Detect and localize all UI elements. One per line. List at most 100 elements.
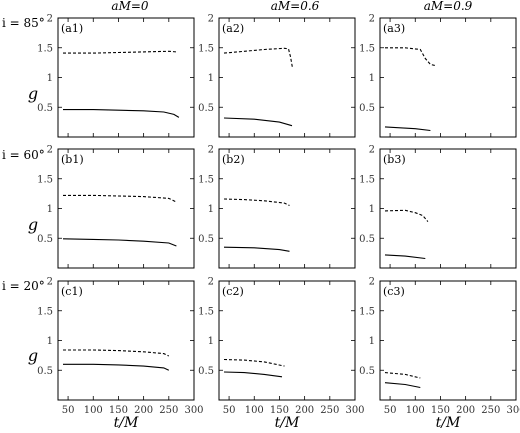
x-tick-label: 100 <box>84 405 103 416</box>
panel: 0.5 1 1.5 2 (a2) <box>198 14 356 138</box>
panel-label: (a2) <box>222 22 244 35</box>
y-axis-label: g <box>28 215 38 234</box>
x-tick-label: 100 <box>406 405 425 416</box>
y-tick-label: 0.5 <box>359 366 375 377</box>
x-tick-label: 50 <box>62 405 75 416</box>
series-line-dashed <box>385 47 436 67</box>
y-tick-label: 2 <box>47 145 53 156</box>
series-line-dashed <box>223 198 290 206</box>
y-tick-label: 2 <box>208 14 214 25</box>
y-tick-label: 1.5 <box>198 43 214 54</box>
row-title: i = 85° <box>2 16 45 30</box>
x-tick-label: 200 <box>134 405 153 416</box>
y-tick-label: 1 <box>47 204 53 215</box>
series-line-dashed <box>63 349 170 357</box>
series-line-solid <box>63 109 180 118</box>
panel: 0.5 1 1.5 2 (b2) <box>198 145 356 269</box>
panel-label: (a1) <box>61 22 83 35</box>
y-tick-label: 2 <box>208 145 214 156</box>
x-tick-label: 250 <box>159 405 178 416</box>
panel-label: (c3) <box>383 285 405 298</box>
panel-label: (b2) <box>222 153 245 166</box>
axes-frame <box>57 17 195 138</box>
y-tick-label: 1 <box>208 204 214 215</box>
y-tick-label: 1 <box>47 336 53 347</box>
y-tick-label: 0.5 <box>198 234 214 245</box>
series-line-dashed <box>384 209 429 222</box>
row-title: i = 20° <box>2 279 45 293</box>
axes-frame <box>57 280 195 401</box>
x-tick-label: 200 <box>456 405 475 416</box>
x-tick-label: 50 <box>223 405 236 416</box>
y-tick-label: 2 <box>369 14 375 25</box>
panel: 0.5 1 1.5 2 (a3) <box>359 14 517 138</box>
series-line-solid <box>384 126 431 132</box>
y-tick-label: 2 <box>208 277 214 288</box>
x-tick-label: 50 <box>384 405 397 416</box>
series-line-solid <box>384 382 421 389</box>
x-tick-label: 300 <box>345 405 364 416</box>
row-title: i = 60° <box>2 148 45 162</box>
axes-frame <box>218 280 356 401</box>
series-line-dashed <box>63 194 177 203</box>
y-tick-label: 1 <box>369 204 375 215</box>
y-tick-label: 1.5 <box>198 174 214 185</box>
y-tick-label: 0.5 <box>359 103 375 114</box>
axes-frame <box>218 148 356 269</box>
y-tick-label: 1 <box>47 73 53 84</box>
y-tick-label: 2 <box>47 14 53 25</box>
y-tick-label: 0.5 <box>37 234 53 245</box>
panels: 0.5 1 1.5 2 (a1) 0.5 1 1.5 2 (a2) 0.5 1 1.5 2 (a3) 0.5 1… <box>37 14 520 417</box>
y-tick-label: 2 <box>369 277 375 288</box>
x-axis-label: t/M <box>114 415 139 431</box>
y-tick-label: 1.5 <box>359 43 375 54</box>
column-title: aM=0.9 <box>424 0 473 13</box>
y-tick-label: 0.5 <box>198 366 214 377</box>
series-line-dashed <box>384 372 421 379</box>
x-axis-label: t/M <box>275 415 300 431</box>
axes-frame <box>379 280 517 401</box>
y-tick-label: 1 <box>208 73 214 84</box>
axes-frame <box>379 148 517 269</box>
y-tick-label: 0.5 <box>37 103 53 114</box>
y-tick-label: 0.5 <box>359 234 375 245</box>
y-tick-label: 2 <box>369 145 375 156</box>
column-title: aM=0 <box>111 0 148 13</box>
y-tick-label: 2 <box>47 277 53 288</box>
x-tick-label: 150 <box>270 405 289 416</box>
y-tick-label: 1.5 <box>37 174 53 185</box>
axes-frame <box>379 17 517 138</box>
panel-label: (b3) <box>383 153 406 166</box>
x-tick-label: 200 <box>295 405 314 416</box>
x-tick-label: 300 <box>184 405 203 416</box>
series-line-dashed <box>63 50 177 54</box>
panel-label: (c2) <box>222 285 244 298</box>
y-tick-label: 1.5 <box>198 306 214 317</box>
series-line-solid <box>62 238 177 247</box>
panel-label: (c1) <box>61 285 83 298</box>
y-axis-label: g <box>28 84 38 103</box>
series-line-solid <box>63 363 170 371</box>
y-tick-label: 0.5 <box>198 103 214 114</box>
panel-label: (b1) <box>61 153 84 166</box>
y-tick-label: 1 <box>369 336 375 347</box>
y-tick-label: 1.5 <box>359 306 375 317</box>
series-line-solid <box>384 254 426 260</box>
series-line-solid <box>223 371 283 378</box>
x-tick-label: 250 <box>481 405 500 416</box>
series-line-dashed <box>223 358 285 367</box>
y-tick-label: 1 <box>208 336 214 347</box>
x-axis-label: t/M <box>436 415 461 431</box>
panel-label: (a3) <box>383 22 405 35</box>
series-line-solid <box>223 117 293 127</box>
y-tick-label: 1.5 <box>359 174 375 185</box>
y-tick-label: 1 <box>369 73 375 84</box>
column-title: aM=0.6 <box>271 0 320 13</box>
y-tick-label: 0.5 <box>37 366 53 377</box>
panel: 0.5 1 1.5 2 (b3) <box>359 145 517 269</box>
y-tick-label: 1.5 <box>37 306 53 317</box>
x-tick-label: 100 <box>245 405 264 416</box>
